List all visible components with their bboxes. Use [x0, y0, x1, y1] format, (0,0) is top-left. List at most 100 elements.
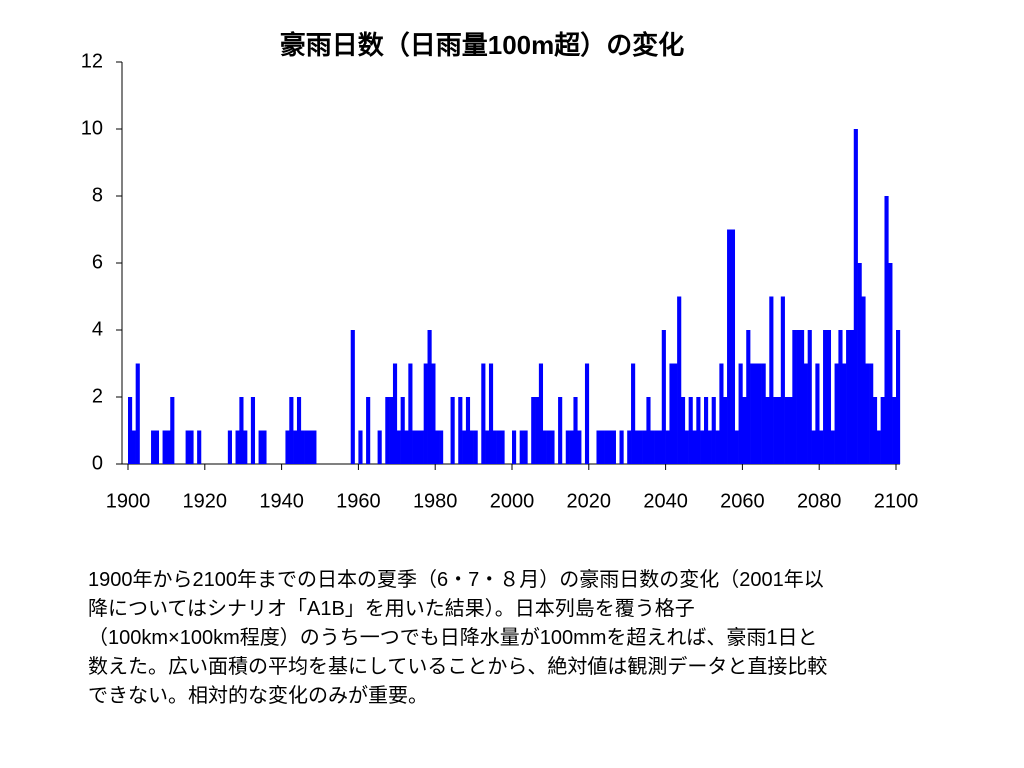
caption-line: 数えた。広い面積の平均を基にしていることから、絶対値は観測データと直接比較 — [88, 656, 828, 678]
y-tick-label: 0 — [92, 452, 103, 474]
x-tick-label: 2040 — [643, 490, 688, 512]
bar — [488, 363, 494, 464]
bar — [665, 430, 670, 464]
bar — [888, 263, 893, 464]
bar — [627, 430, 632, 464]
bar — [546, 430, 551, 464]
bar — [715, 430, 720, 464]
bar — [404, 430, 409, 464]
bar — [473, 430, 478, 464]
bar — [838, 330, 843, 464]
bar — [849, 330, 855, 464]
bar — [769, 296, 774, 464]
bar — [412, 430, 417, 464]
bar — [876, 430, 881, 464]
bar — [358, 430, 363, 464]
bar — [565, 430, 570, 464]
bar — [435, 430, 440, 464]
y-tick-label: 4 — [92, 318, 103, 340]
bar — [800, 330, 805, 464]
y-tick-label: 2 — [92, 385, 103, 407]
bar — [872, 397, 878, 464]
bar — [577, 430, 582, 464]
bar — [462, 430, 467, 464]
bar — [784, 397, 789, 464]
bar — [296, 397, 302, 464]
bar — [304, 430, 309, 464]
y-tick-label: 10 — [81, 117, 103, 139]
bar — [492, 430, 497, 464]
bar — [531, 397, 536, 464]
bar — [734, 430, 739, 464]
y-tick-label: 8 — [92, 184, 103, 206]
x-tick-label: 1980 — [413, 490, 458, 512]
bar — [366, 397, 371, 464]
bar — [807, 330, 812, 464]
bar — [312, 430, 317, 464]
bar — [711, 397, 716, 464]
x-tick-label: 2060 — [720, 490, 765, 512]
bar — [189, 430, 194, 464]
x-tick-label: 2100 — [874, 490, 919, 512]
bar — [496, 430, 501, 464]
bar — [857, 263, 862, 464]
bar — [419, 430, 424, 464]
bar — [727, 229, 732, 464]
bar — [811, 430, 816, 464]
bar — [742, 397, 747, 464]
bar — [830, 430, 835, 464]
caption-line: 1900年から2100年までの日本の夏季（6・7・８月）の豪雨日数の変化（200… — [88, 569, 824, 591]
bar — [657, 430, 663, 464]
bar — [761, 363, 766, 464]
bar — [131, 430, 136, 464]
bar — [596, 430, 601, 464]
bar — [884, 196, 889, 464]
bar — [842, 363, 847, 464]
x-tick-label: 2080 — [797, 490, 842, 512]
bar — [611, 430, 616, 464]
bar — [396, 430, 401, 464]
bar — [542, 430, 547, 464]
bar — [792, 330, 797, 464]
bar — [400, 397, 405, 464]
bar — [512, 430, 517, 464]
bar — [796, 330, 801, 464]
bar — [227, 430, 232, 464]
bar — [719, 363, 724, 464]
bar — [780, 296, 785, 464]
bar — [896, 330, 901, 464]
bar — [185, 430, 190, 464]
bar — [707, 430, 712, 464]
bar — [350, 330, 355, 464]
bar — [723, 397, 728, 464]
bar — [151, 430, 156, 464]
bar — [650, 430, 655, 464]
bar — [485, 430, 490, 464]
bar — [765, 397, 770, 464]
bar — [826, 330, 832, 464]
bar — [538, 363, 544, 464]
bar — [815, 363, 820, 464]
bar — [243, 430, 248, 464]
bar — [423, 363, 428, 464]
bar — [558, 397, 563, 464]
bar — [239, 397, 244, 464]
bar — [642, 430, 647, 464]
bar — [450, 397, 455, 464]
bar — [166, 430, 171, 464]
bar — [704, 397, 709, 464]
bar — [700, 430, 705, 464]
bar — [823, 330, 828, 464]
bar — [197, 430, 202, 464]
bar — [523, 430, 528, 464]
bar — [573, 397, 578, 464]
bar — [431, 363, 436, 464]
bar — [834, 363, 839, 464]
bar — [819, 430, 824, 464]
bar — [738, 363, 743, 464]
bar — [684, 430, 689, 464]
bar — [646, 397, 651, 464]
x-tick-label: 1960 — [336, 490, 381, 512]
bar — [385, 397, 390, 464]
bar — [377, 430, 382, 464]
